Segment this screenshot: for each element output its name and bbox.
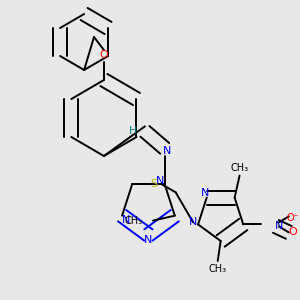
Text: N: N — [275, 221, 283, 231]
Text: O: O — [288, 227, 297, 237]
Text: N: N — [200, 188, 209, 198]
Text: S: S — [150, 179, 158, 189]
Text: N: N — [144, 235, 153, 245]
Text: CH₃: CH₃ — [208, 264, 227, 274]
Text: N: N — [122, 215, 130, 225]
Text: O⁻: O⁻ — [286, 213, 299, 224]
Text: N: N — [163, 146, 171, 156]
Text: N: N — [189, 218, 197, 227]
Text: CH₃: CH₃ — [125, 216, 143, 226]
Text: CH₃: CH₃ — [230, 163, 249, 172]
Text: O: O — [100, 50, 108, 60]
Text: H: H — [129, 126, 137, 136]
Text: N: N — [156, 176, 164, 186]
